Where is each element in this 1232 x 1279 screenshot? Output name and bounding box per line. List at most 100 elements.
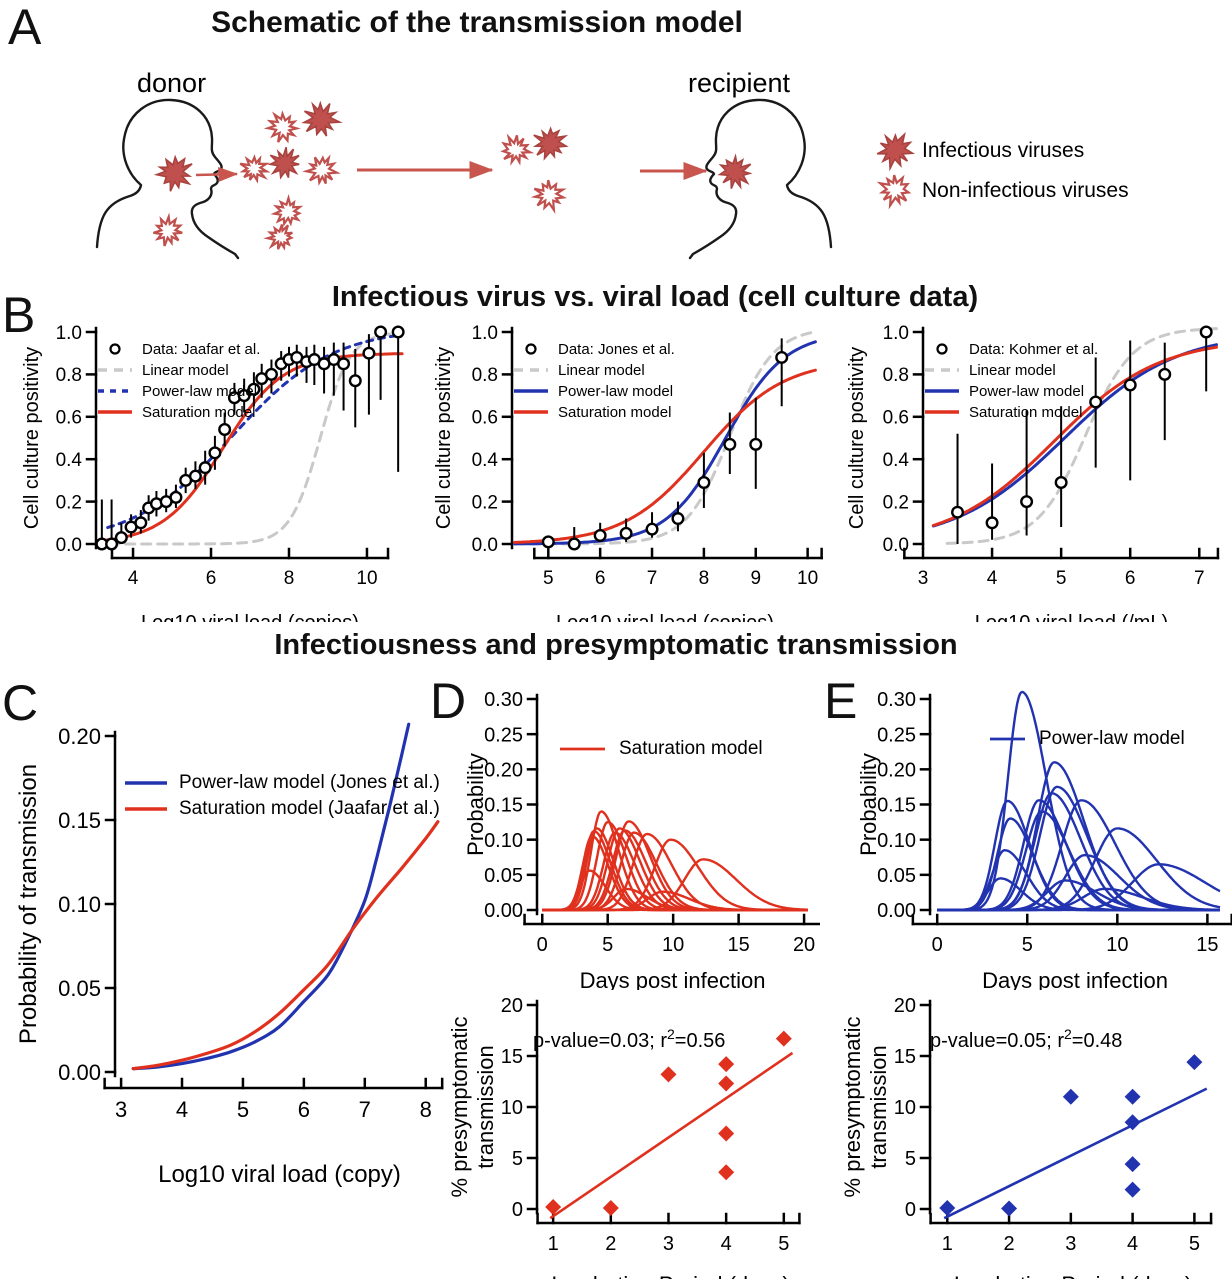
svg-text:0.05: 0.05 — [877, 865, 916, 887]
svg-text:8: 8 — [420, 1097, 432, 1122]
x-axis-label: Log10 viral load (/mL) — [975, 612, 1168, 622]
x-axis-label: Incubation Period (days) — [954, 1272, 1192, 1279]
tick-labels: 0.0 0.2 0.4 0.6 0.8 1.0 4 6 8 10 — [56, 323, 378, 589]
regression-line — [549, 1051, 794, 1220]
svg-text:0.0: 0.0 — [56, 535, 82, 556]
svg-text:15: 15 — [727, 934, 749, 956]
infectiousness-curves — [937, 690, 1221, 912]
saturation-model-infectiousness-curves: 0.00 0.05 0.10 0.15 0.20 0.25 0.30 0 5 10 15 20 Days… — [463, 689, 823, 993]
svg-text:0.20: 0.20 — [877, 760, 916, 782]
svg-text:10: 10 — [662, 934, 684, 956]
curve-gray — [945, 327, 1218, 545]
legend-marker-circle — [936, 343, 948, 355]
chart-saturation-curves-mount: 0.00 0.05 0.10 0.15 0.20 0.25 0.30 0 5 10 15 20 Days… — [445, 685, 823, 995]
svg-text:9: 9 — [750, 568, 761, 589]
recipient-label: recipient — [688, 68, 791, 98]
presymptomatic-scatter-power-law: 0 5 10 15 20 1 2 3 4 5 Incubation Period (days) % p… — [840, 995, 1213, 1279]
panel-label-c: C — [2, 675, 39, 731]
svg-text:5: 5 — [1189, 1233, 1200, 1255]
svg-text:20: 20 — [501, 995, 523, 1017]
svg-text:0.0: 0.0 — [883, 535, 909, 556]
legend-label: Power-law model — [1039, 728, 1185, 749]
svg-text:0.25: 0.25 — [484, 724, 523, 746]
svg-text:3: 3 — [663, 1233, 674, 1255]
legend-label: Power-law model — [142, 383, 257, 400]
svg-text:3: 3 — [1065, 1233, 1076, 1255]
x-axis-label: Log10 viral load (copies) — [556, 612, 774, 622]
svg-text:10: 10 — [894, 1097, 916, 1119]
svg-text:7: 7 — [647, 568, 658, 589]
probability-of-transmission-chart: 0.00 0.05 0.10 0.15 0.20 3 4 5 6 7 8 Log10 viral lo… — [15, 722, 444, 1188]
svg-text:2: 2 — [605, 1233, 616, 1255]
tick-labels: 0.00 0.05 0.10 0.15 0.20 0.25 0.30 0 5 10 15 — [877, 689, 1218, 956]
x-axis-label: Log10 viral load (copy) — [158, 1161, 401, 1188]
svg-text:7: 7 — [359, 1097, 371, 1122]
y-axis-label: Probability — [463, 753, 488, 856]
legend-marker-circle — [525, 343, 537, 355]
model-curves — [513, 330, 817, 546]
non-infectious-virus-icon — [153, 212, 184, 247]
svg-text:1.0: 1.0 — [472, 323, 498, 344]
svg-text:0.30: 0.30 — [877, 689, 916, 711]
svg-text:0: 0 — [932, 934, 943, 956]
svg-text:5: 5 — [1022, 934, 1033, 956]
curve-red — [931, 345, 1218, 527]
axis-labels: Incubation Period (days) % presymptomatic… — [840, 1017, 1192, 1279]
svg-text:0: 0 — [537, 934, 548, 956]
svg-text:0.05: 0.05 — [58, 976, 101, 1001]
svg-text:6: 6 — [298, 1097, 310, 1122]
curve-red — [131, 820, 440, 1071]
legend-label: Saturation model — [969, 404, 1082, 421]
cell-culture-chart-jaafar: 0.0 0.2 0.4 0.6 0.8 1.0 4 6 8 10 Log10 viral load … — [21, 323, 405, 634]
chart-legend: Data: Kohmer et al. Linear model Power-law… — [925, 341, 1098, 421]
svg-text:4: 4 — [128, 568, 139, 589]
svg-text:0.4: 0.4 — [883, 450, 910, 471]
legend-infectious-label: Infectious viruses — [922, 139, 1084, 162]
donor-label: donor — [137, 68, 206, 98]
y-axis-label-line1: % presymptomatic — [447, 1017, 472, 1198]
svg-text:2: 2 — [1004, 1233, 1015, 1255]
svg-text:7: 7 — [1194, 568, 1205, 589]
cell-culture-chart-kohmer: 0.0 0.2 0.4 0.6 0.8 1.0 3 4 5 6 7 Log10 viral load … — [846, 323, 1220, 634]
curve-blue — [131, 722, 411, 1071]
svg-text:1.0: 1.0 — [883, 323, 909, 344]
chart-kohmer-mount: 0.0 0.2 0.4 0.6 0.8 1.0 3 4 5 6 7 Log10 viral load … — [833, 320, 1232, 634]
svg-text:0: 0 — [905, 1199, 916, 1221]
svg-text:0: 0 — [512, 1199, 523, 1221]
svg-text:0.10: 0.10 — [484, 830, 523, 852]
tick-labels: 0.00 0.05 0.10 0.15 0.20 0.25 0.30 0 5 10 15 20 — [484, 689, 815, 956]
infectiousness-curves — [542, 810, 808, 912]
svg-text:0.25: 0.25 — [877, 724, 916, 746]
axes — [911, 693, 1232, 926]
y-axis-label: Cell culture positivity — [21, 347, 43, 529]
svg-text:0.15: 0.15 — [484, 795, 523, 817]
infectious-virus-icon — [267, 146, 300, 180]
chart-legend: Saturation model — [560, 738, 763, 759]
non-infectious-virus-icon — [263, 110, 301, 144]
axes — [919, 999, 1213, 1225]
y-axis-label: Cell culture positivity — [846, 347, 868, 529]
svg-text:10: 10 — [797, 568, 818, 589]
svg-text:0.2: 0.2 — [883, 492, 909, 513]
legend-label: Data: Jones et al. — [558, 341, 675, 358]
svg-text:5: 5 — [237, 1097, 249, 1122]
axis-labels: Incubation Period (days) % presymptomatic… — [447, 1017, 790, 1279]
svg-text:0.2: 0.2 — [472, 492, 498, 513]
legend-marker-circle — [109, 343, 121, 355]
svg-text:0.20: 0.20 — [484, 760, 523, 782]
x-axis-label: Log10 viral load (copies) — [141, 612, 359, 622]
svg-text:20: 20 — [793, 934, 815, 956]
x-axis-label: Incubation Period (days) — [551, 1272, 789, 1279]
legend-label: Saturation model — [558, 404, 671, 421]
regression-line — [943, 1087, 1208, 1220]
infectious-virus-icon — [532, 126, 569, 161]
presymptomatic-scatter-saturation: 0 5 10 15 20 1 2 3 4 5 Incubation Period (days) % p… — [447, 995, 801, 1279]
scatter-points — [545, 1030, 792, 1216]
svg-text:10: 10 — [1106, 934, 1128, 956]
chart-transmission-probability-mount: 0.00 0.05 0.10 0.15 0.20 3 4 5 6 7 8 Log10 viral lo… — [10, 720, 460, 1195]
legend-label: Linear model — [142, 362, 229, 379]
chart-jones-mount: 0.0 0.2 0.4 0.6 0.8 1.0 5 6 7 8 9 10 Log10 viral loa… — [420, 320, 832, 634]
cell-culture-chart-jones: 0.0 0.2 0.4 0.6 0.8 1.0 5 6 7 8 9 10 Log10 viral loa… — [433, 323, 823, 634]
svg-text:0.00: 0.00 — [877, 900, 916, 922]
svg-text:5: 5 — [543, 568, 554, 589]
